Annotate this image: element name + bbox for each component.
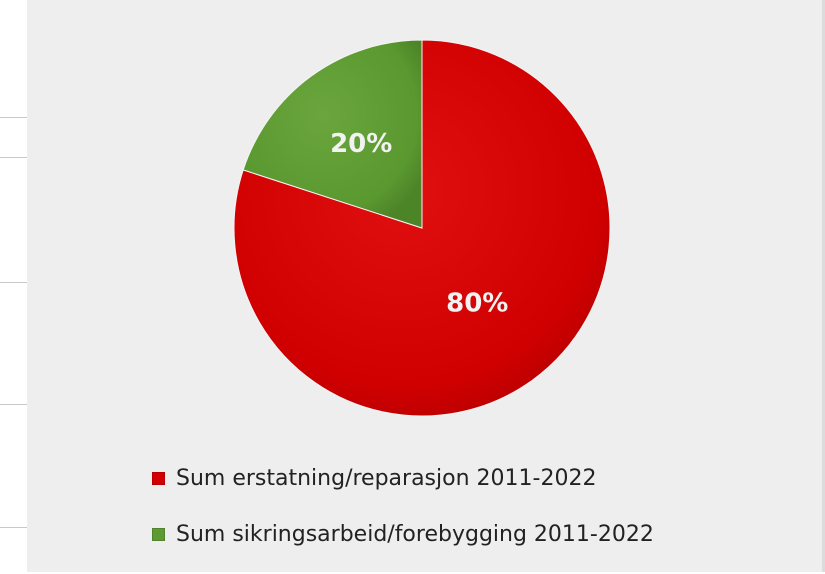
chart-legend: Sum erstatning/reparasjon 2011-2022 Sum … [152, 462, 654, 574]
legend-item: Sum erstatning/reparasjon 2011-2022 [152, 462, 654, 494]
legend-swatch [152, 527, 165, 541]
legend-label: Sum erstatning/reparasjon 2011-2022 [176, 465, 597, 491]
divider-line [0, 117, 27, 118]
legend-item: Sum sikringsarbeid/forebygging 2011-2022 [152, 518, 654, 550]
data-label: 20% [330, 129, 392, 159]
divider-line [0, 527, 27, 528]
divider-line [0, 282, 27, 283]
pie-slice [242, 39, 423, 229]
chart-right-border [822, 0, 825, 572]
data-label: 80% [446, 289, 508, 319]
left-panel-edge [0, 0, 27, 572]
divider-line [0, 404, 27, 405]
divider-line [0, 157, 27, 158]
legend-swatch [152, 471, 165, 485]
legend-label: Sum sikringsarbeid/forebygging 2011-2022 [176, 521, 654, 547]
